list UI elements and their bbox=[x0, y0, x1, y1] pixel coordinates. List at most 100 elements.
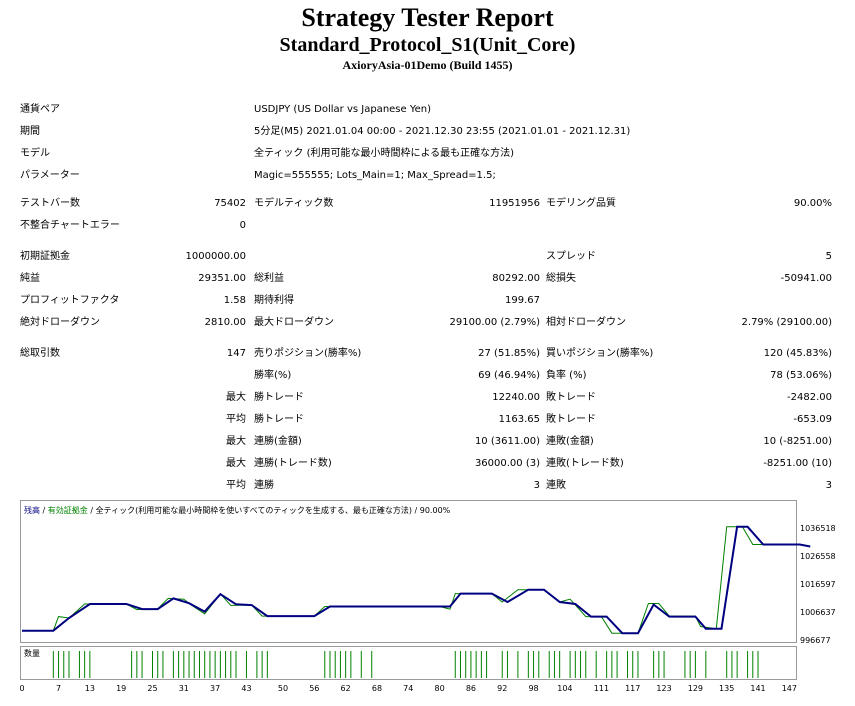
profit-factor-label: プロフィットファクタ bbox=[20, 295, 120, 306]
x-tick-label: 56 bbox=[309, 684, 319, 693]
x-tick-label: 62 bbox=[341, 684, 351, 693]
balance-graph-frame bbox=[20, 500, 797, 643]
x-tick-label: 19 bbox=[116, 684, 126, 693]
report-subtitle: Standard_Protocol_S1(Unit_Core) bbox=[279, 34, 576, 56]
report-title: Strategy Tester Report bbox=[301, 3, 554, 32]
pair-label: 通貨ペア bbox=[20, 104, 60, 115]
loss-rate-value: 78 (53.06%) bbox=[770, 370, 832, 381]
x-tick-label: 135 bbox=[719, 684, 734, 693]
mismatch-value: 0 bbox=[239, 220, 246, 231]
long-positions-value: 120 (45.83%) bbox=[763, 348, 832, 359]
volume-graph-frame bbox=[20, 646, 797, 680]
legend-part-0: 残高 bbox=[24, 505, 40, 515]
volume-label: 数量 bbox=[24, 648, 40, 658]
long-positions-label: 買いポジション(勝率%) bbox=[546, 348, 654, 359]
x-tick-label: 0 bbox=[19, 684, 24, 693]
params-label: パラメーター bbox=[20, 170, 80, 181]
params-value: Magic=555555; Lots_Main=1; Max_Spread=1.… bbox=[254, 170, 496, 181]
win-rate-value: 69 (46.94%) bbox=[478, 370, 540, 381]
gross-profit-value: 80292.00 bbox=[492, 273, 540, 284]
x-tick-label: 117 bbox=[625, 684, 640, 693]
loss-rate-label: 負率 (%) bbox=[546, 370, 587, 381]
x-tick-label: 25 bbox=[147, 684, 157, 693]
expected-payoff-value: 199.67 bbox=[505, 295, 540, 306]
x-tick-label: 129 bbox=[688, 684, 703, 693]
rel-drawdown-value: 2.79% (29100.00) bbox=[741, 317, 832, 328]
legend-part-1: / bbox=[40, 506, 48, 515]
model-quality-label: モデリング品質 bbox=[546, 198, 616, 209]
avg-win-label: 勝トレード bbox=[254, 414, 304, 425]
avg-consec-label: 平均 bbox=[226, 480, 246, 491]
y-tick-label: 1026558 bbox=[800, 552, 836, 561]
x-tick-label: 98 bbox=[528, 684, 538, 693]
x-tick-label: 92 bbox=[497, 684, 507, 693]
model-quality-value: 90.00% bbox=[793, 198, 832, 209]
average-label: 平均 bbox=[226, 414, 246, 425]
largest-label: 最大 bbox=[226, 392, 246, 403]
x-tick-label: 74 bbox=[403, 684, 413, 693]
pair-value: USDJPY (US Dollar vs Japanese Yen) bbox=[254, 104, 432, 115]
x-tick-label: 111 bbox=[594, 684, 609, 693]
abs-drawdown-value: 2810.00 bbox=[204, 317, 246, 328]
expected-payoff-label: 期待利得 bbox=[254, 295, 294, 306]
short-positions-label: 売りポジション(勝率%) bbox=[254, 348, 362, 359]
test-bars-value: 75402 bbox=[214, 198, 246, 209]
initial-deposit-value: 1000000.00 bbox=[185, 251, 246, 262]
spread-label: スプレッド bbox=[546, 251, 596, 262]
streak-win-value: 3 bbox=[533, 480, 540, 491]
max-drawdown-label: 最大ドローダウン bbox=[254, 317, 334, 328]
x-tick-label: 68 bbox=[372, 684, 382, 693]
x-tick-label: 13 bbox=[85, 684, 95, 693]
x-tick-label: 86 bbox=[466, 684, 476, 693]
largest-loss-value: -2482.00 bbox=[787, 392, 832, 403]
model-ticks-label: モデルティック数 bbox=[254, 198, 334, 209]
avg-loss-value: -653.09 bbox=[793, 414, 832, 425]
abs-drawdown-label: 絶対ドローダウン bbox=[20, 317, 100, 328]
period-label: 期間 bbox=[20, 126, 40, 137]
consec-loss-cnt-label: 連敗(トレード数) bbox=[546, 458, 624, 469]
chart-legend: 残高 / 有効証拠金 / 全ティック(利用可能な最小時間枠を使いすべてのティック… bbox=[24, 505, 451, 515]
streak-loss-value: 3 bbox=[825, 480, 832, 491]
x-tick-label: 123 bbox=[656, 684, 671, 693]
server-build: AxioryAsia-01Demo (Build 1455) bbox=[342, 58, 513, 72]
x-tick-label: 147 bbox=[782, 684, 797, 693]
mismatch-label: 不整合チャートエラー bbox=[20, 220, 120, 231]
y-tick-label: 1036518 bbox=[800, 524, 836, 533]
net-profit-label: 純益 bbox=[20, 273, 40, 284]
model-ticks-value: 11951956 bbox=[489, 198, 540, 209]
x-tick-label: 31 bbox=[179, 684, 189, 693]
model-label: モデル bbox=[20, 148, 50, 159]
x-tick-label: 7 bbox=[56, 684, 61, 693]
streak-loss-label: 連敗 bbox=[546, 480, 566, 491]
model-value: 全ティック (利用可能な最小時間枠による最も正確な方法) bbox=[254, 148, 515, 159]
max-consec-label: 最大 bbox=[226, 436, 246, 447]
consec-loss-amt-value: 10 (-8251.00) bbox=[763, 436, 832, 447]
legend-part-2: 有効証拠金 bbox=[48, 505, 88, 515]
legend-part-4: / 90.00% bbox=[412, 506, 451, 515]
gross-profit-label: 総利益 bbox=[254, 273, 284, 284]
rel-drawdown-label: 相対ドローダウン bbox=[546, 317, 626, 328]
x-tick-label: 37 bbox=[210, 684, 220, 693]
consec-win-amt-label: 連勝(金額) bbox=[254, 436, 302, 447]
y-tick-label: 1006637 bbox=[800, 608, 836, 617]
total-trades-label: 総取引数 bbox=[20, 348, 60, 359]
x-tick-label: 141 bbox=[750, 684, 765, 693]
profit-factor-value: 1.58 bbox=[223, 295, 246, 306]
y-tick-label: 1016597 bbox=[800, 580, 836, 589]
max-consec-count-label: 最大 bbox=[226, 458, 246, 469]
largest-win-label: 勝トレード bbox=[254, 392, 304, 403]
gross-loss-label: 総損失 bbox=[546, 273, 576, 284]
consec-win-cnt-label: 連勝(トレード数) bbox=[254, 458, 332, 469]
net-profit-value: 29351.00 bbox=[198, 273, 246, 284]
win-rate-label: 勝率(%) bbox=[254, 370, 292, 381]
x-tick-label: 104 bbox=[557, 684, 572, 693]
avg-loss-label: 敗トレード bbox=[546, 414, 596, 425]
consec-win-amt-value: 10 (3611.00) bbox=[474, 436, 540, 447]
x-tick-label: 50 bbox=[278, 684, 288, 693]
short-positions-value: 27 (51.85%) bbox=[478, 348, 540, 359]
consec-loss-cnt-value: -8251.00 (10) bbox=[763, 458, 832, 469]
max-drawdown-value: 29100.00 (2.79%) bbox=[449, 317, 540, 328]
consec-loss-amt-label: 連敗(金額) bbox=[546, 436, 594, 447]
y-tick-label: 996677 bbox=[800, 636, 831, 645]
